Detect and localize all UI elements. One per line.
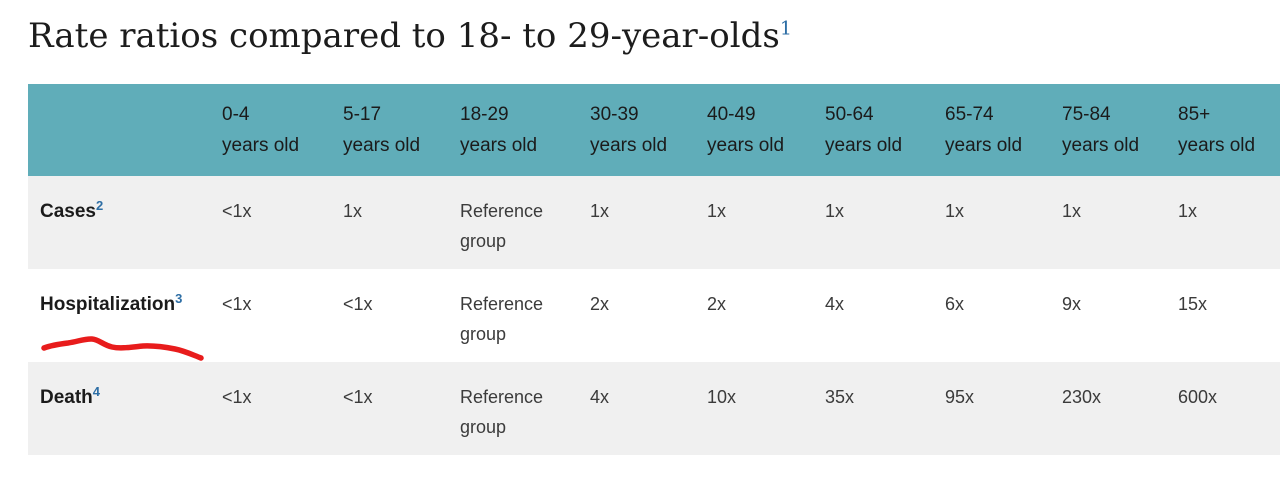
cell-death-65-74: 95x bbox=[945, 387, 975, 407]
table-header-row: 0-4 years old 5-17 years old 18-29 years ol… bbox=[28, 84, 1280, 176]
table-row-hospitalization: Hospitalization3 <1x <1x Reference group… bbox=[28, 269, 1280, 362]
cell-hosp-30-39: 2x bbox=[590, 294, 610, 314]
rate-ratios-table: 0-4 years old 5-17 years old 18-29 years ol… bbox=[28, 84, 1280, 455]
cell-hosp-50-64: 4x bbox=[825, 294, 845, 314]
cell-hosp-5-17: <1x bbox=[343, 294, 373, 314]
table-row-cases: Cases2 <1x 1x Reference group 1x 1x 1x 1… bbox=[28, 176, 1280, 269]
cell-death-40-49: 10x bbox=[707, 387, 737, 407]
title-footnote-link[interactable]: 1 bbox=[779, 17, 792, 40]
cell-cases-50-64: 1x bbox=[825, 201, 845, 221]
column-header-85plus: 85+ years old bbox=[1166, 84, 1280, 176]
cell-cases-30-39: 1x bbox=[590, 201, 610, 221]
cell-cases-5-17: 1x bbox=[343, 201, 363, 221]
cell-cases-0-4: <1x bbox=[222, 201, 252, 221]
cell-death-0-4: <1x bbox=[222, 387, 252, 407]
death-footnote-link[interactable]: 4 bbox=[92, 384, 101, 399]
column-header-18-29: 18-29 years old bbox=[448, 84, 578, 176]
row-label-death: Death4 bbox=[40, 384, 101, 408]
cell-cases-40-49: 1x bbox=[707, 201, 727, 221]
cell-hosp-85plus: 15x bbox=[1178, 294, 1208, 314]
cases-footnote-link[interactable]: 2 bbox=[96, 198, 104, 213]
row-label-cases: Cases2 bbox=[40, 198, 104, 222]
column-header-75-84: 75-84 years old bbox=[1050, 84, 1166, 176]
column-header-30-39: 30-39 years old bbox=[578, 84, 695, 176]
table-row-death: Death4 <1x <1x Reference group 4x 10x 35… bbox=[28, 362, 1280, 455]
column-header-65-74: 65-74 years old bbox=[933, 84, 1050, 176]
column-header-50-64: 50-64 years old bbox=[813, 84, 933, 176]
cell-cases-65-74: 1x bbox=[945, 201, 965, 221]
cell-cases-75-84: 1x bbox=[1062, 201, 1082, 221]
cell-cases-85plus: 1x bbox=[1178, 201, 1198, 221]
hospitalization-footnote-link[interactable]: 3 bbox=[175, 291, 183, 306]
cell-hosp-18-29: Reference group bbox=[460, 294, 544, 344]
cell-death-50-64: 35x bbox=[825, 387, 855, 407]
page-title: Rate ratios compared to 18- to 29-year-o… bbox=[28, 14, 1280, 58]
cell-hosp-75-84: 9x bbox=[1062, 294, 1082, 314]
cell-death-85plus: 600x bbox=[1178, 387, 1218, 407]
cell-cases-18-29: Reference group bbox=[460, 201, 544, 251]
column-header-0-4: 0-4 years old bbox=[210, 84, 331, 176]
cell-hosp-0-4: <1x bbox=[222, 294, 252, 314]
cell-death-75-84: 230x bbox=[1062, 387, 1102, 407]
cell-death-18-29: Reference group bbox=[460, 387, 544, 437]
row-label-hospitalization: Hospitalization3 bbox=[40, 291, 183, 315]
column-header-40-49: 40-49 years old bbox=[695, 84, 813, 176]
column-header-5-17: 5-17 years old bbox=[331, 84, 448, 176]
page-title-text: Rate ratios compared to 18- to 29-year-o… bbox=[28, 16, 780, 56]
empty-corner-cell bbox=[28, 84, 210, 176]
cell-death-30-39: 4x bbox=[590, 387, 610, 407]
cell-hosp-65-74: 6x bbox=[945, 294, 965, 314]
cell-death-5-17: <1x bbox=[343, 387, 373, 407]
cell-hosp-40-49: 2x bbox=[707, 294, 727, 314]
